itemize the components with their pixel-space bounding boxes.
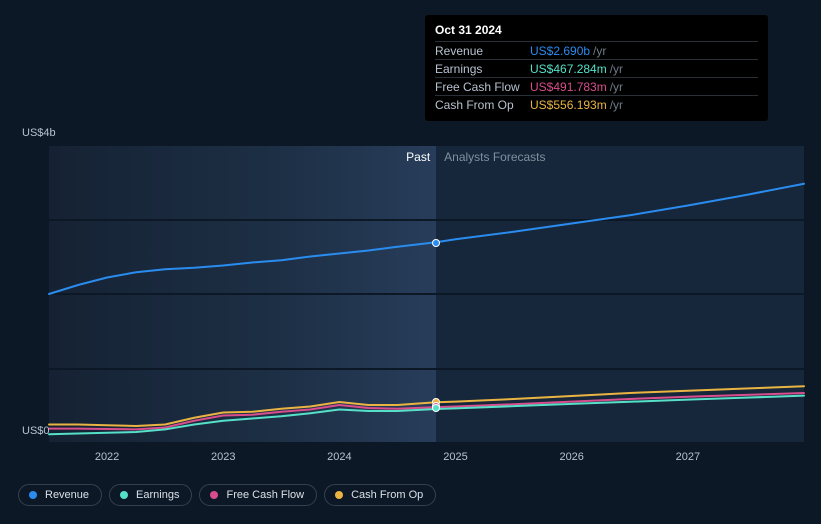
marker-dot-revenue [432,239,440,247]
tooltip-row: RevenueUS$2.690b/yr [435,41,758,59]
tooltip-row: Cash From OpUS$556.193m/yr [435,95,758,113]
tooltip-metric: Cash From Op [435,98,530,112]
legend-swatch [210,491,218,499]
financial-forecast-chart: US$4b US$0 Past Analysts Forecasts 2022 20… [0,0,821,524]
forecast-region-label: Analysts Forecasts [444,150,545,164]
tooltip-value: US$2.690b [530,44,590,58]
x-axis-label: 2027 [676,451,700,463]
x-axis-label: 2025 [443,451,467,463]
marker-dot-earnings [432,404,440,412]
tooltip-value: US$556.193m [530,98,607,112]
tooltip-value: US$491.783m [530,80,607,94]
x-axis-label: 2026 [559,451,583,463]
legend-swatch [120,491,128,499]
legend-item-cash-from-op[interactable]: Cash From Op [324,484,436,506]
tooltip-date: Oct 31 2024 [435,23,758,41]
y-axis-label: US$0 [22,425,50,437]
plot-area[interactable] [49,145,804,443]
tooltip-unit: /yr [610,80,623,94]
tooltip-unit: /yr [593,44,606,58]
tooltip-value: US$467.284m [530,62,607,76]
legend-item-revenue[interactable]: Revenue [18,484,102,506]
legend-swatch [29,491,37,499]
legend-swatch [335,491,343,499]
tooltip-unit: /yr [610,98,623,112]
legend-label: Earnings [136,489,179,501]
legend-label: Revenue [45,489,89,501]
tooltip-row: EarningsUS$467.284m/yr [435,59,758,77]
tooltip-unit: /yr [610,62,623,76]
series-line-cash_from_op [49,386,804,426]
tooltip-row: Free Cash FlowUS$491.783m/yr [435,77,758,95]
tooltip-metric: Earnings [435,62,530,76]
x-axis-label: 2024 [327,451,351,463]
tooltip-metric: Revenue [435,44,530,58]
legend-label: Cash From Op [351,489,423,501]
x-axis-label: 2022 [95,451,119,463]
chart-tooltip: Oct 31 2024 RevenueUS$2.690b/yrEarningsU… [425,15,768,121]
legend-item-earnings[interactable]: Earnings [109,484,192,506]
tooltip-metric: Free Cash Flow [435,80,530,94]
past-region-label: Past [406,150,430,164]
x-axis-label: 2023 [211,451,235,463]
chart-legend: Revenue Earnings Free Cash Flow Cash From O… [18,484,436,506]
series-lines [49,144,804,444]
legend-label: Free Cash Flow [226,489,304,501]
y-axis-label: US$4b [22,127,56,139]
legend-item-free-cash-flow[interactable]: Free Cash Flow [199,484,317,506]
series-line-revenue [49,184,804,294]
